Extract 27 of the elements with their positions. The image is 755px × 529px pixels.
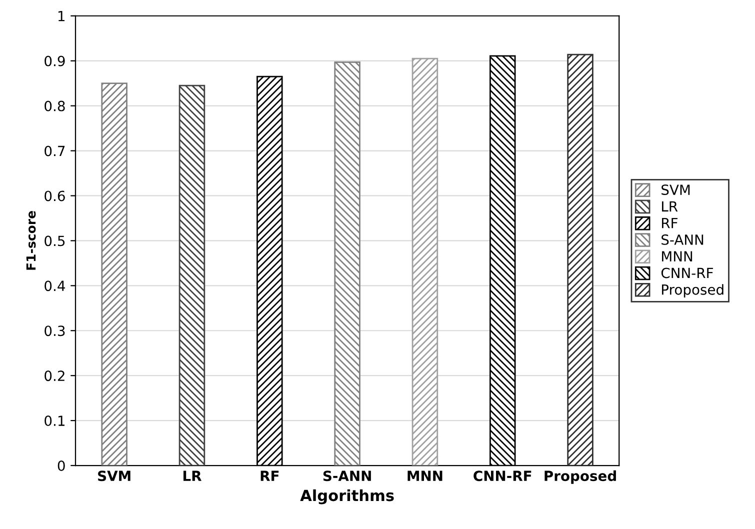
y-tick-label: 0.1: [44, 416, 64, 426]
x-axis-title: Algorithms: [300, 489, 394, 504]
x-tick-label: CNN-RF: [474, 470, 532, 482]
legend-label: S-ANN: [662, 234, 704, 245]
x-tick-label: MNN: [408, 470, 442, 481]
y-tick-label: 1: [58, 11, 64, 22]
legend-label: LR: [662, 201, 678, 212]
x-tick-label: RF: [260, 470, 279, 481]
y-tick-label: 0.5: [44, 236, 65, 246]
y-tick-label: 0.2: [44, 370, 64, 382]
y-tick-label: 0: [58, 460, 65, 471]
y-tick-label: 0.6: [44, 190, 65, 202]
legend-label: RF: [662, 218, 678, 228]
legend-label: MNN: [662, 251, 692, 262]
legend-label: CNN-RF: [661, 268, 713, 278]
y-tick-label: 0.7: [44, 146, 65, 156]
x-tick-label: SVM: [98, 470, 130, 482]
x-tick-label: S-ANN: [323, 470, 371, 482]
y-tick-label: 0.8: [44, 100, 65, 112]
y-tick-label: 0.9: [44, 56, 65, 66]
legend-label: Proposed: [662, 284, 724, 298]
x-tick-label: LR: [183, 470, 202, 481]
legend-label: SVM: [662, 184, 690, 196]
y-tick-label: 0.3: [44, 326, 65, 336]
y-axis-title: F1-score: [26, 211, 36, 270]
y-tick-label: 0.4: [44, 280, 65, 292]
x-tick-label: Proposed: [544, 470, 616, 484]
